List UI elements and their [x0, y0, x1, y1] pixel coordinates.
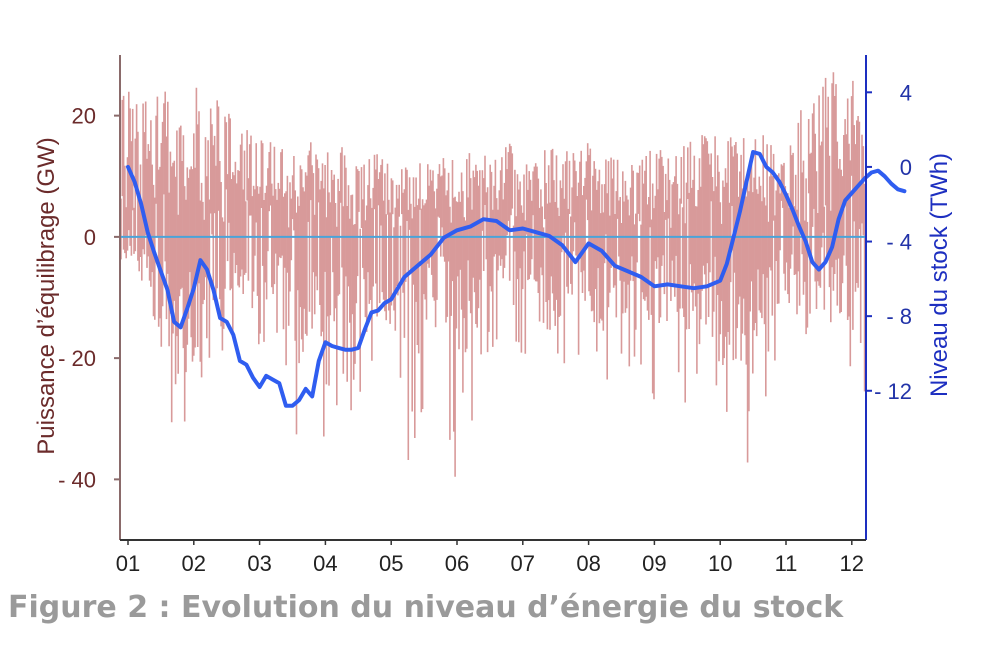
- right-tick-label: - 8: [886, 304, 912, 329]
- x-tick-label: 07: [511, 551, 535, 576]
- x-tick-label: 05: [379, 551, 403, 576]
- left-tick-label: - 40: [58, 467, 96, 492]
- left-tick-label: 20: [72, 104, 96, 129]
- x-tick-label: 01: [116, 551, 140, 576]
- x-tick-label: 11: [775, 551, 798, 576]
- balance-and-storage-chart: 200- 20- 40 40- 4- 8- 12 01 02 03 04 05 06 07 0…: [33, 55, 953, 576]
- right-tick-label: - 12: [874, 379, 912, 404]
- x-tick-label: 02: [182, 551, 206, 576]
- x-tick-label: 04: [313, 551, 337, 576]
- right-axis-label: Niveau du stock (TWh): [926, 153, 953, 397]
- right-tick-label: 0: [900, 155, 912, 180]
- left-tick-label: 0: [84, 225, 96, 250]
- left-axis-ticks: 20 0 - 20 - 40: [58, 104, 120, 492]
- figure-caption: Figure 2 : Evolution du niveau d’énergie…: [8, 590, 844, 625]
- storage-level-line: [126, 150, 907, 408]
- x-tick-label: 08: [576, 551, 600, 576]
- x-tick-label: 10: [708, 551, 732, 576]
- right-tick-label: 4: [900, 80, 912, 105]
- x-tick-label: 03: [247, 551, 271, 576]
- x-axis-ticks: 01 02 03 04 05 06 07 08 09 10 11 12: [116, 540, 864, 576]
- left-tick-label: - 20: [58, 346, 96, 371]
- x-tick-label: 12: [840, 551, 864, 576]
- x-tick-label: 09: [642, 551, 666, 576]
- left-axis-label: Puissance d’équilibrage (GW): [33, 137, 60, 454]
- right-axis-ticks: 4 0 - 4 - 8 - 12: [866, 80, 912, 404]
- balancing-power-bars: [120, 72, 866, 477]
- x-tick-label: 06: [445, 551, 469, 576]
- right-tick-label: - 4: [886, 230, 912, 255]
